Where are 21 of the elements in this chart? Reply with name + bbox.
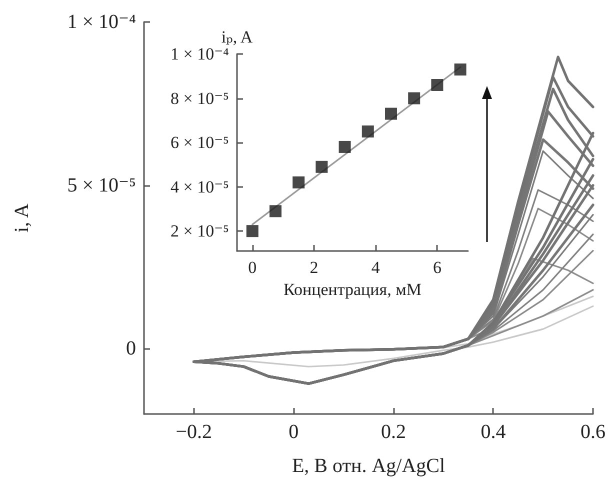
x-tick-label: 0.4: [480, 421, 506, 443]
y-tick-label: 0: [126, 338, 136, 360]
x-tick-label: 0.6: [580, 421, 606, 443]
x-axis-title: E, В отн. Ag/AgCl: [292, 455, 446, 477]
y-axis-title: i, A: [11, 203, 33, 232]
y-tick-label: 1 × 10⁻⁴: [67, 11, 136, 33]
x-tick-label: 0: [248, 258, 257, 277]
x-tick-label: −0.2: [176, 421, 212, 443]
x-tick-label: 0: [288, 421, 299, 443]
y-tick-label: 6 × 10⁻⁵: [170, 133, 230, 152]
x-tick-label: 0.2: [380, 421, 406, 443]
y-tick-label: 8 × 10⁻⁵: [170, 88, 230, 108]
x-tick-label: 4: [371, 258, 380, 277]
x-axis-title: Концентрация, мМ: [284, 280, 422, 299]
x-tick-label: 6: [432, 258, 442, 277]
x-tick-label: 2: [310, 258, 318, 277]
y-tick-label: 5 × 10⁻⁵: [67, 174, 136, 196]
y-axis-title: iₚ, A: [221, 28, 254, 47]
y-tick-label: 2 × 10⁻⁵: [170, 222, 230, 241]
y-tick-label: 1 × 10⁻⁴: [170, 44, 230, 64]
y-tick-label: 4 × 10⁻⁵: [170, 177, 230, 196]
